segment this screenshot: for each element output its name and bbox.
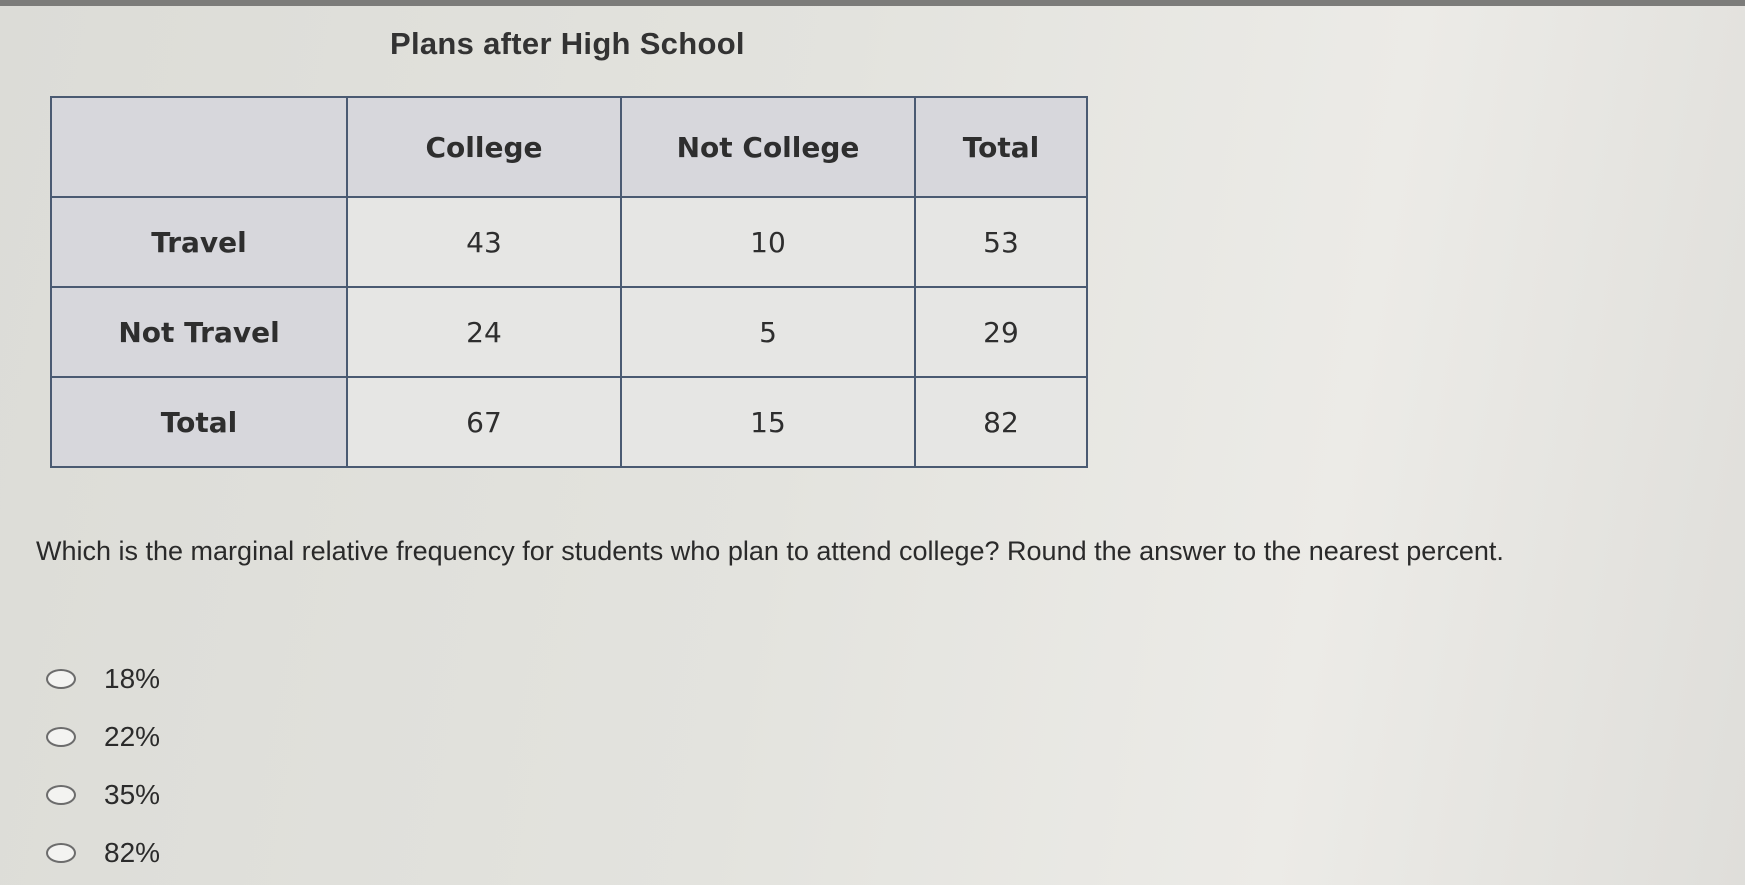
option-35-percent[interactable]: 35% bbox=[46, 766, 160, 824]
cell-total-not-college: 15 bbox=[620, 376, 916, 468]
option-82-percent[interactable]: 82% bbox=[46, 824, 160, 882]
row-label-not-travel: Not Travel bbox=[50, 286, 348, 378]
table-title: Plans after High School bbox=[390, 26, 745, 61]
answer-options: 18% 22% 35% 82% bbox=[46, 650, 160, 882]
header-total: Total bbox=[914, 96, 1088, 198]
radio-button[interactable] bbox=[46, 669, 76, 689]
row-label-travel: Travel bbox=[50, 196, 348, 288]
cell-total-college: 67 bbox=[346, 376, 622, 468]
cell-not-travel-total: 29 bbox=[914, 286, 1088, 378]
table-row: Travel 43 10 53 bbox=[50, 196, 1088, 288]
option-label: 22% bbox=[104, 721, 161, 752]
table-row: Not Travel 24 5 29 bbox=[50, 286, 1088, 378]
cell-travel-not-college: 10 bbox=[620, 196, 916, 288]
option-label: 35% bbox=[104, 779, 161, 810]
top-edge-bar bbox=[0, 0, 1745, 6]
radio-button[interactable] bbox=[46, 785, 76, 805]
cell-not-travel-college: 24 bbox=[346, 286, 622, 378]
table-header-row: College Not College Total bbox=[50, 96, 1088, 198]
option-22-percent[interactable]: 22% bbox=[46, 708, 160, 766]
cell-grand-total: 82 bbox=[914, 376, 1088, 468]
header-corner bbox=[50, 96, 348, 198]
table-row: Total 67 15 82 bbox=[50, 376, 1088, 468]
header-college: College bbox=[346, 96, 622, 198]
cell-travel-total: 53 bbox=[914, 196, 1088, 288]
question-text: Which is the marginal relative frequency… bbox=[36, 536, 1504, 566]
option-label: 18% bbox=[104, 663, 161, 694]
option-18-percent[interactable]: 18% bbox=[46, 650, 160, 708]
cell-travel-college: 43 bbox=[346, 196, 622, 288]
option-label: 82% bbox=[104, 837, 161, 868]
plans-table: College Not College Total Travel 43 10 5… bbox=[50, 96, 1088, 468]
radio-button[interactable] bbox=[46, 727, 76, 747]
header-not-college: Not College bbox=[620, 96, 916, 198]
row-label-total: Total bbox=[50, 376, 348, 468]
cell-not-travel-not-college: 5 bbox=[620, 286, 916, 378]
radio-button[interactable] bbox=[46, 843, 76, 863]
